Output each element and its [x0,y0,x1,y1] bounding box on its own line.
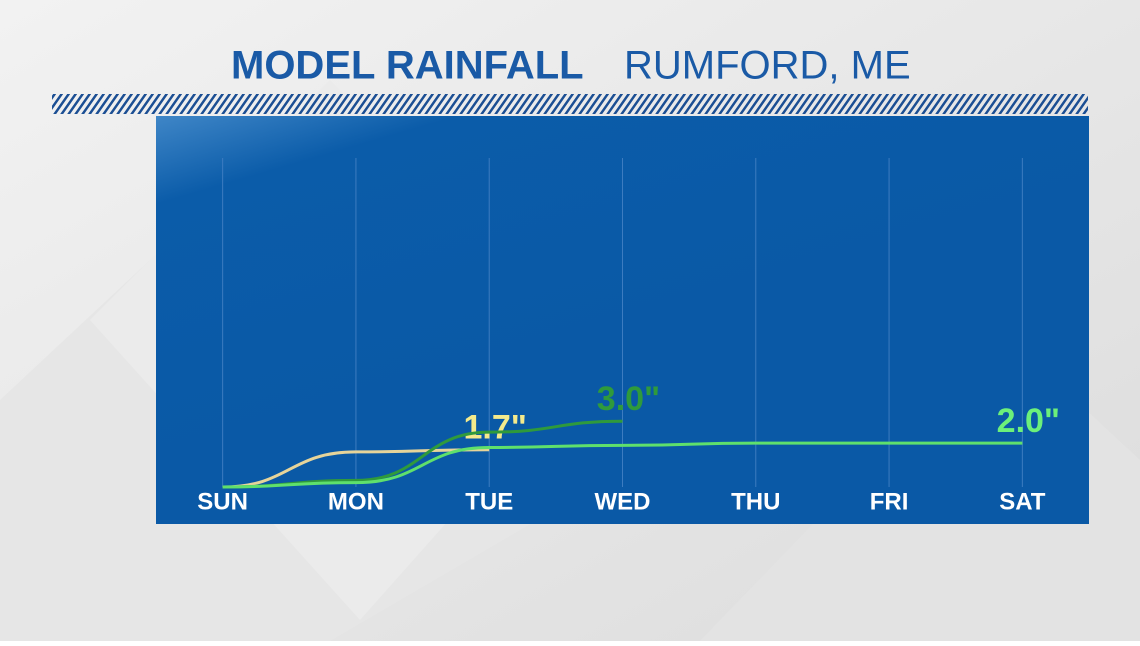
chart-title: MODEL RAINFALL [231,44,584,88]
x-tick-label: SUN [197,488,248,515]
plot: SUN MON TUE WED THU FRI SAT 1.7" 3.0" 2.0" [197,158,1060,515]
rainfall-line [222,448,490,489]
x-tick-label: THU [731,488,780,515]
x-tick-label: MON [328,488,384,515]
x-tick-label: WED [595,488,651,515]
value-label: 1.7" [464,409,527,447]
value-label: 2.0" [997,402,1060,440]
rainfall-line [222,441,1023,489]
value-label: 3.0" [597,380,660,418]
chart-subtitle: RUMFORD, ME [624,44,911,88]
x-tick-label: SAT [999,488,1046,515]
x-tick-label: TUE [465,488,513,515]
x-tick-label: FRI [870,488,909,515]
title-hatch [52,94,1088,114]
